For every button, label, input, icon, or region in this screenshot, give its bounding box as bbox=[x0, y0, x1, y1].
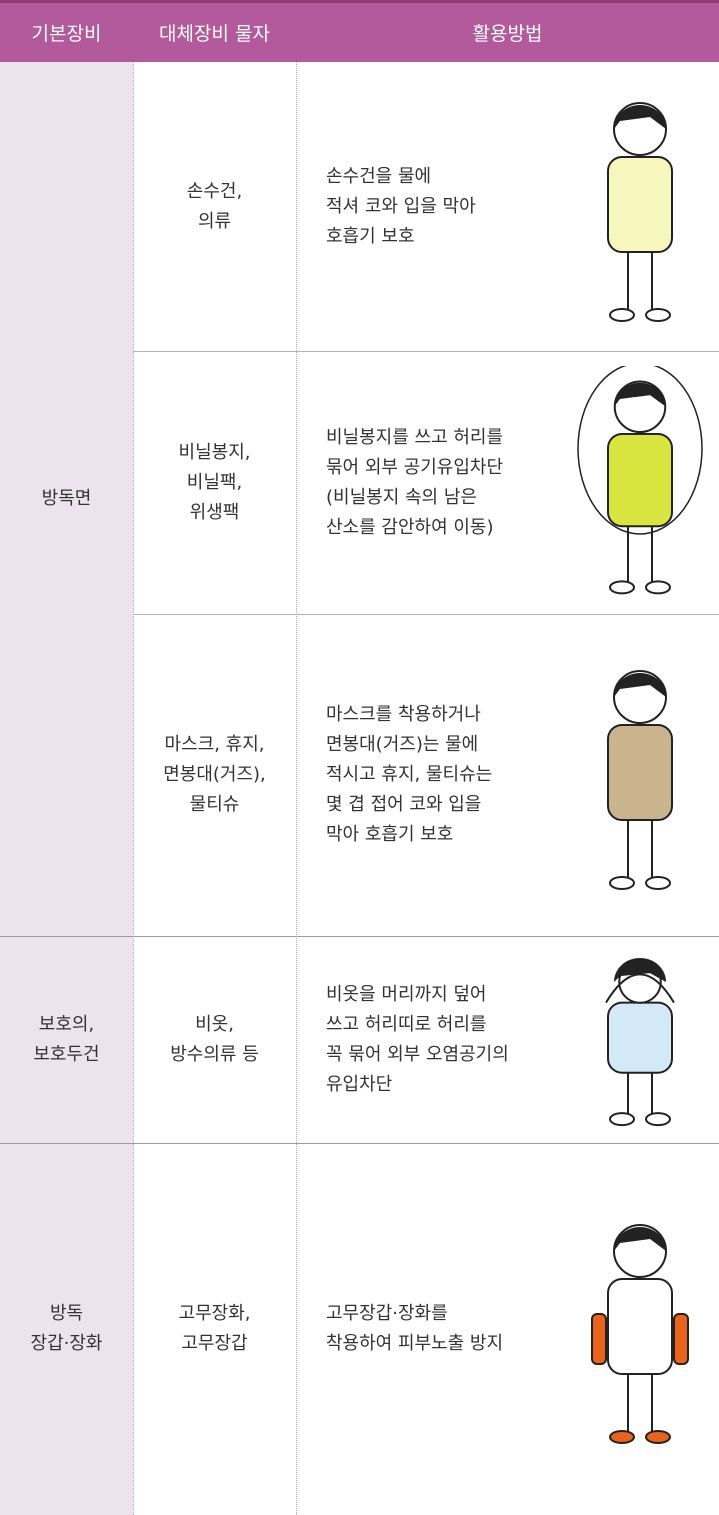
equipment-text: 보호두건 bbox=[33, 1043, 100, 1065]
figure-shoe bbox=[609, 307, 635, 322]
substitute-cell: 마스크, 휴지, 면봉대(거즈), 물티슈 bbox=[133, 614, 296, 936]
method-text: (비닐봉지 속의 남은 bbox=[326, 486, 477, 508]
figure-shoe bbox=[609, 876, 635, 890]
figure-shoe bbox=[609, 1112, 635, 1127]
method-text: 비옷을 머리까지 덮어 bbox=[326, 983, 487, 1005]
group-divider bbox=[0, 936, 719, 937]
figure-body bbox=[607, 724, 673, 821]
illustration bbox=[591, 1224, 689, 1444]
substitute-text: 방수의류 등 bbox=[170, 1043, 259, 1065]
method-text: 묶어 외부 공기유입차단 bbox=[326, 456, 504, 478]
figure-shoe bbox=[645, 307, 671, 322]
equipment-cell: 방독면 bbox=[0, 62, 133, 936]
raincoat-hood bbox=[605, 973, 675, 1004]
substitute-cell: 비닐봉지, 비닐팩, 위생팩 bbox=[133, 351, 296, 614]
substitute-text: 비옷, bbox=[195, 1013, 234, 1035]
substitute-text: 물티슈 bbox=[189, 794, 240, 815]
equipment-text: 장갑·장화 bbox=[30, 1333, 103, 1354]
illustration bbox=[577, 366, 703, 595]
group-divider bbox=[0, 1143, 719, 1144]
method-text: 막아 호흡기 보호 bbox=[326, 824, 454, 845]
equipment-cell: 보호의, 보호두건 bbox=[0, 936, 133, 1143]
figure-body bbox=[607, 1001, 673, 1074]
column-background bbox=[0, 62, 133, 1515]
figure-hair bbox=[614, 957, 666, 982]
figure-hair bbox=[614, 104, 666, 129]
plastic-bag bbox=[577, 366, 703, 535]
method-text: 꼭 묶어 외부 오염공기의 bbox=[326, 1043, 509, 1065]
substitute-cell: 손수건, 의류 bbox=[133, 62, 296, 351]
illustration bbox=[605, 957, 675, 1127]
glove bbox=[673, 1313, 689, 1365]
glove bbox=[591, 1313, 607, 1365]
figure-shoe bbox=[609, 1430, 635, 1444]
substitute-text: 위생팩 bbox=[189, 501, 240, 523]
substitute-text: 면봉대(거즈), bbox=[163, 764, 266, 785]
figure-shoe bbox=[645, 1430, 671, 1444]
row-divider bbox=[133, 614, 719, 615]
column-divider bbox=[133, 62, 134, 1515]
header-cell: 대체장비 물자 bbox=[133, 0, 296, 62]
header-cell: 활용방법 bbox=[296, 0, 719, 62]
substitute-text: 마스크, 휴지, bbox=[164, 734, 265, 755]
figure-shoe bbox=[645, 876, 671, 890]
figure-shoe bbox=[645, 580, 671, 595]
method-text: 고무장갑·장화를 bbox=[326, 1303, 448, 1324]
method-text: 착용하여 피부노출 방지 bbox=[326, 1333, 504, 1354]
figure-hair bbox=[614, 673, 666, 697]
method-text: 유입차단 bbox=[326, 1073, 393, 1095]
figure-hair bbox=[614, 382, 666, 407]
method-text: 비닐봉지를 쓰고 허리를 bbox=[326, 426, 504, 448]
illustration bbox=[607, 670, 673, 890]
substitute-text: 손수건, bbox=[186, 180, 243, 202]
equipment-text: 방독 bbox=[49, 1303, 84, 1324]
figure-body bbox=[607, 1278, 673, 1375]
illustration bbox=[607, 101, 673, 322]
method-text: 적셔 코와 입을 막아 bbox=[326, 195, 476, 217]
figure-shoe bbox=[645, 1112, 671, 1127]
substitute-text: 의류 bbox=[197, 210, 232, 232]
method-text: 쓰고 허리띠로 허리를 bbox=[326, 1013, 487, 1035]
column-divider bbox=[296, 62, 297, 1515]
figure-body bbox=[607, 432, 673, 528]
substitute-text: 비닐봉지, bbox=[178, 441, 251, 463]
method-text: 호흡기 보호 bbox=[326, 225, 415, 247]
substitute-cell: 비옷, 방수의류 등 bbox=[133, 936, 296, 1143]
method-text: 마스크를 착용하거나 bbox=[326, 704, 481, 725]
equipment-text: 보호의, bbox=[38, 1013, 95, 1035]
figure-shoe bbox=[609, 580, 635, 595]
figure-body bbox=[607, 155, 673, 253]
method-text: 몇 겹 접어 코와 입을 bbox=[326, 794, 482, 815]
figure-hair bbox=[614, 1227, 666, 1251]
substitute-cell: 고무장화, 고무장갑 bbox=[133, 1143, 296, 1515]
substitute-text: 고무장화, bbox=[178, 1303, 251, 1324]
substitute-text: 비닐팩, bbox=[186, 471, 243, 493]
substitute-text: 고무장갑 bbox=[181, 1333, 248, 1354]
method-text: 적시고 휴지, 물티슈는 bbox=[326, 764, 493, 785]
method-text: 산소를 감안하여 이동) bbox=[326, 516, 494, 538]
header-cell: 기본장비 bbox=[0, 0, 133, 62]
equipment-text: 방독면 bbox=[41, 488, 92, 509]
row-divider bbox=[133, 351, 719, 352]
method-text: 면봉대(거즈)는 물에 bbox=[326, 734, 479, 755]
method-text: 손수건을 물에 bbox=[326, 165, 432, 187]
